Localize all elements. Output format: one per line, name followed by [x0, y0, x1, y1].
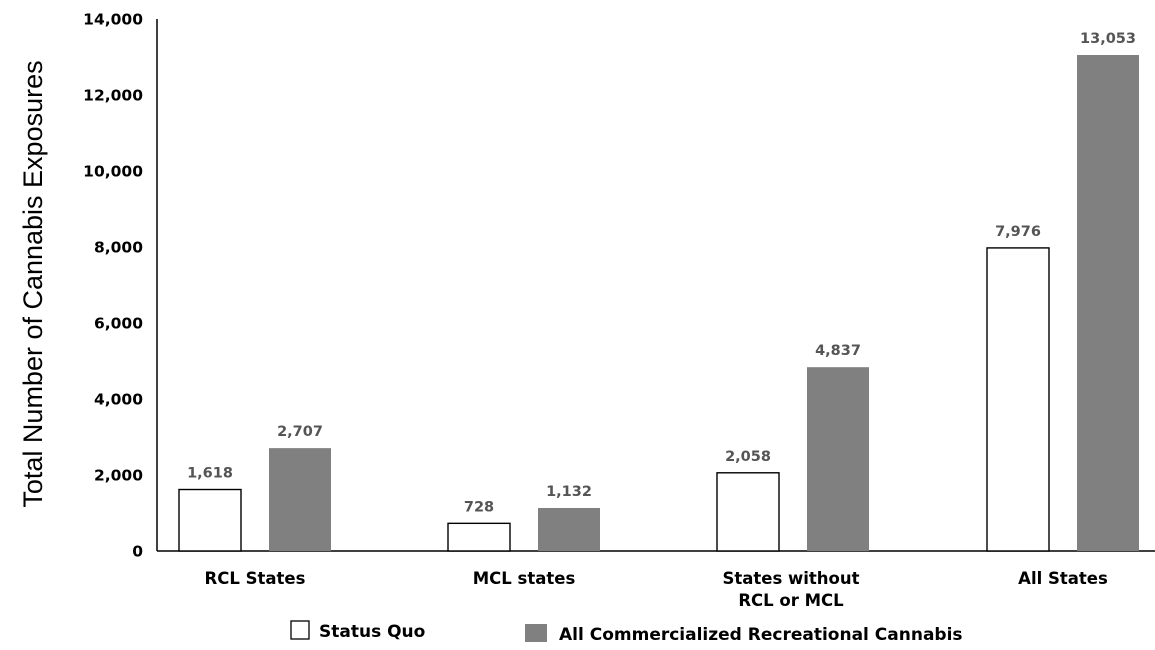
data-label: 4,837 — [815, 343, 861, 359]
bar-all-commercialized — [1077, 54, 1139, 552]
legend: Status Quo All Commercialized Recreation… — [290, 620, 963, 645]
category-labels-group: RCL States MCL states States without RCL or… — [205, 569, 1108, 610]
data-label: 7,976 — [995, 224, 1041, 240]
data-label: 728 — [464, 499, 494, 515]
category-label: States without — [722, 569, 859, 588]
bar-all-commercialized — [538, 507, 600, 551]
y-tick-label: 2,000 — [94, 467, 143, 485]
data-label: 1,618 — [187, 466, 233, 482]
y-tick-label: 12,000 — [83, 87, 143, 105]
bar-status-quo — [986, 247, 1050, 552]
category-label: MCL states — [473, 569, 576, 588]
data-label: 13,053 — [1080, 31, 1136, 47]
bars-group — [178, 54, 1139, 552]
legend-swatch-all-commercialized — [525, 624, 547, 642]
y-axis-label: Total Number of Cannabis Exposures — [18, 60, 48, 507]
bar-all-commercialized — [807, 367, 869, 551]
y-tick-label: 6,000 — [94, 315, 143, 333]
data-label: 2,707 — [277, 424, 323, 440]
legend-label-status-quo: Status Quo — [319, 622, 425, 642]
y-tick-label: 14,000 — [83, 11, 143, 29]
y-tick-label: 4,000 — [94, 391, 143, 409]
data-label: 1,132 — [546, 484, 592, 500]
y-tick-label: 8,000 — [94, 239, 143, 257]
y-axis-ticks: 0 2,000 4,000 6,000 8,000 10,000 12,000 14,000 — [83, 11, 143, 561]
data-label: 2,058 — [725, 449, 771, 465]
bar-status-quo — [178, 488, 242, 552]
y-tick-label: 0 — [132, 543, 143, 561]
bar-all-commercialized — [269, 448, 331, 551]
category-label: All States — [1018, 569, 1108, 588]
category-label: RCL or MCL — [738, 591, 844, 610]
legend-swatch-status-quo — [290, 620, 310, 640]
bar-status-quo — [716, 472, 780, 552]
category-label: RCL States — [205, 569, 306, 588]
legend-label-all-commercialized: All Commercialized Recreational Cannabis — [559, 625, 963, 645]
bar-status-quo — [447, 522, 511, 552]
data-labels-group: 1,618 728 2,058 7,976 2,707 1,132 4,837 13,053 — [187, 31, 1136, 515]
y-tick-label: 10,000 — [83, 163, 143, 181]
